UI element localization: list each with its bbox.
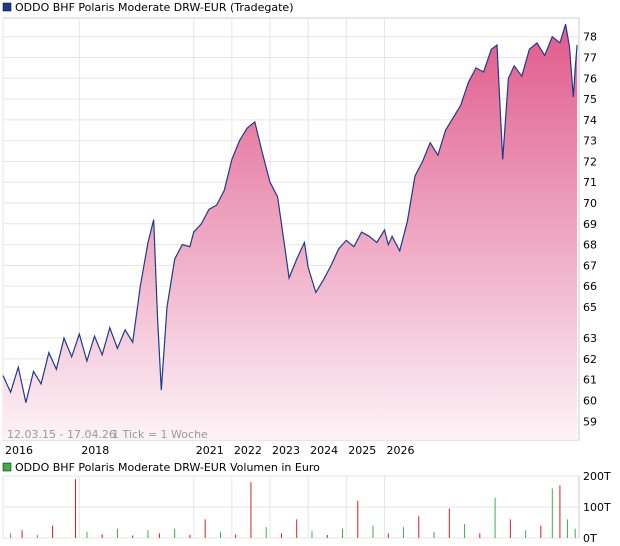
price-y-tick-label: 78 bbox=[583, 31, 597, 44]
price-y-tick-label: 69 bbox=[583, 218, 597, 231]
price-y-tick-label: 72 bbox=[583, 155, 597, 168]
price-y-tick-label: 76 bbox=[583, 72, 597, 85]
x-tick-label: 2023 bbox=[272, 444, 300, 457]
x-tick-label: 2021 bbox=[196, 444, 224, 457]
price-area-fill bbox=[3, 24, 578, 440]
price-y-tick-label: 68 bbox=[583, 239, 597, 252]
price-y-tick-label: 61 bbox=[583, 374, 597, 387]
price-y-tick-label: 60 bbox=[583, 395, 597, 408]
volume-y-tick-label: 100T bbox=[583, 501, 611, 514]
x-axis: 2016 2018 2021 2022 2023 2024 2025 2026 bbox=[5, 444, 414, 457]
price-area bbox=[2, 24, 578, 440]
volume-y-axis: 0T 100T 200T bbox=[583, 470, 611, 545]
price-y-axis: 59 60 61 62 63 65 66 67 68 69 70 71 72 73 74 75 76 77 78 bbox=[583, 31, 597, 429]
price-y-tick-label: 77 bbox=[583, 51, 597, 64]
price-y-tick-label: 67 bbox=[583, 259, 597, 272]
volume-y-tick-label: 200T bbox=[583, 470, 611, 483]
x-tick-label: 2026 bbox=[386, 444, 414, 457]
volume-y-tick-label: 0T bbox=[583, 532, 597, 545]
tick-info-label: 1 Tick = 1 Woche bbox=[112, 428, 208, 441]
volume-bars bbox=[10, 479, 576, 538]
x-tick-label: 2025 bbox=[348, 444, 376, 457]
price-y-tick-label: 62 bbox=[583, 353, 597, 366]
volume-legend-swatch bbox=[2, 462, 12, 472]
price-y-tick-label: 74 bbox=[583, 114, 597, 127]
price-y-tick-label: 59 bbox=[583, 415, 597, 428]
price-y-tick-label: 65 bbox=[583, 301, 597, 314]
price-y-tick-label: 71 bbox=[583, 176, 597, 189]
x-tick-label: 2024 bbox=[310, 444, 338, 457]
price-y-tick-label: 73 bbox=[583, 135, 597, 148]
x-tick-label: 2016 bbox=[5, 444, 33, 457]
date-range-label: 12.03.15 - 17.04.26 bbox=[7, 428, 116, 441]
price-legend-swatch bbox=[2, 2, 12, 12]
price-series-line bbox=[2, 24, 578, 403]
x-tick-label: 2018 bbox=[81, 444, 109, 457]
volume-grid bbox=[2, 475, 579, 539]
price-y-tick-label: 63 bbox=[583, 332, 597, 345]
x-tick-label: 2022 bbox=[234, 444, 262, 457]
price-legend-label: ODDO BHF Polaris Moderate DRW-EUR (Trade… bbox=[15, 1, 294, 14]
price-y-tick-label: 70 bbox=[583, 197, 597, 210]
price-y-tick-label: 75 bbox=[583, 93, 597, 106]
volume-legend-label: ODDO BHF Polaris Moderate DRW-EUR Volume… bbox=[15, 461, 320, 474]
price-y-tick-label: 66 bbox=[583, 280, 597, 293]
